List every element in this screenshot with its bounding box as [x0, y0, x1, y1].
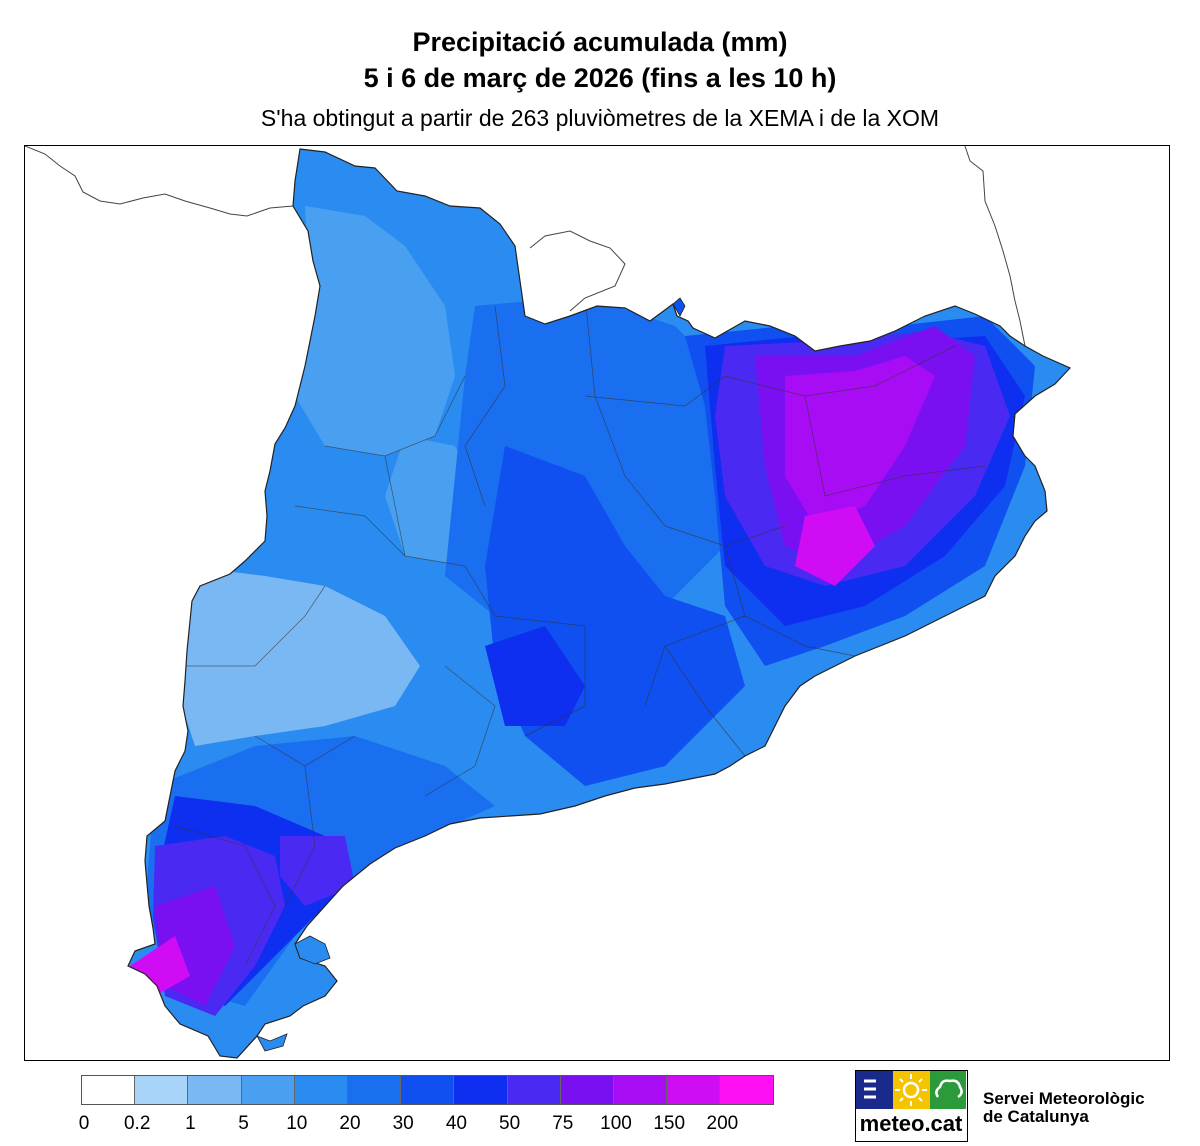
sea-lines-icon [856, 1071, 893, 1109]
legend-label: 40 [445, 1113, 467, 1134]
legend-swatch [347, 1076, 402, 1104]
map-title-line2: 5 i 6 de març de 2026 (fins a les 10 h) [363, 63, 837, 93]
legend-label: 10 [286, 1113, 308, 1134]
legend-label: 20 [339, 1113, 361, 1134]
legend-swatch [720, 1076, 774, 1104]
meteocat-logo: meteo.cat [855, 1070, 968, 1142]
sun-icon [893, 1071, 930, 1109]
organization-name-line2: de Catalunya [983, 1107, 1089, 1126]
legend-label: 0 [78, 1113, 90, 1134]
comarca-boundaries [174, 295, 986, 967]
legend-swatch [401, 1076, 455, 1104]
legend-label: 0.2 [123, 1113, 151, 1134]
legend-label: 30 [392, 1113, 414, 1134]
legend-swatch [188, 1076, 242, 1104]
border-france-east [964, 146, 1026, 347]
legend-label: 200 [706, 1113, 739, 1134]
legend-swatch [241, 1076, 295, 1104]
legend-label: 100 [600, 1113, 632, 1134]
legend-swatch [82, 1076, 136, 1104]
cloud-rain-icon [930, 1071, 966, 1109]
map-title-line1: Precipitació acumulada (mm) [412, 27, 788, 57]
legend-label: 1 [185, 1113, 196, 1134]
map-subtitle: S'ha obtingut a partir de 263 pluviòmetr… [260, 105, 940, 131]
precipitation-map [24, 145, 1170, 1061]
border-france-west [25, 146, 294, 217]
delta-tip [256, 1033, 288, 1052]
legend-label: 50 [499, 1113, 521, 1134]
border-andorra [529, 230, 626, 312]
legend-swatch [454, 1076, 508, 1104]
logo-text: meteo.cat [859, 1111, 963, 1136]
ebre-delta [294, 935, 331, 965]
legend-swatch [135, 1076, 189, 1104]
legend-label: 150 [653, 1113, 686, 1134]
legend-swatch [294, 1076, 348, 1104]
precip-zone-5-10mm [295, 206, 455, 456]
vall-aran-notch [672, 297, 686, 317]
legend-swatch [560, 1076, 614, 1104]
precip-zone-150-200mm [795, 506, 875, 586]
organization-name-line1: Servei Meteorològic [983, 1089, 1145, 1108]
legend-swatch [613, 1076, 668, 1104]
legend-swatch [507, 1076, 561, 1104]
legend-swatch [667, 1076, 721, 1104]
legend-label: 75 [552, 1113, 574, 1134]
precip-zone-1-5mm [175, 566, 420, 746]
legend-label: 5 [238, 1113, 249, 1134]
color-legend [81, 1075, 775, 1105]
precip-zone-40-50mm [485, 626, 585, 726]
